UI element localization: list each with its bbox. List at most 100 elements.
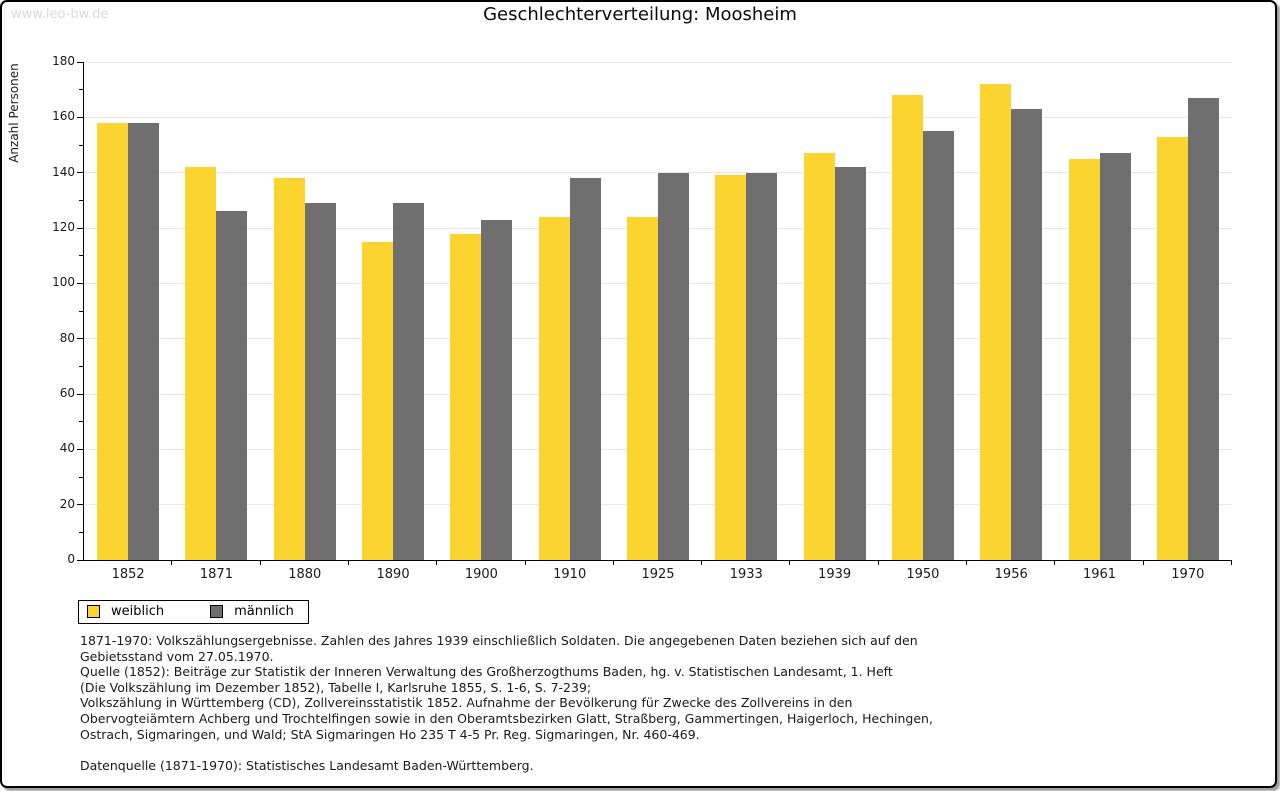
bar-männlich-1890 — [393, 203, 425, 560]
y-tick-label-40: 40 — [59, 441, 75, 456]
x-tick-1 — [171, 561, 173, 565]
bar-group-1950 — [879, 62, 967, 560]
x-tick-3 — [347, 561, 349, 565]
bar-weiblich-1939 — [803, 153, 835, 560]
x-tick-label-1933: 1933 — [729, 567, 763, 582]
bar-weiblich-1950 — [891, 95, 923, 560]
x-tick-label-1900: 1900 — [464, 567, 498, 582]
y-minor-tick-30 — [79, 476, 83, 478]
bar-weiblich-1880 — [273, 178, 305, 560]
y-minor-tick-50 — [79, 421, 83, 423]
y-minor-tick-130 — [79, 199, 83, 201]
y-tick-20 — [77, 504, 83, 506]
bar-group-1956 — [967, 62, 1055, 560]
x-tick-12 — [1142, 561, 1144, 565]
bar-group-1880 — [261, 62, 349, 560]
bar-männlich-1871 — [216, 211, 248, 560]
x-tick-label-1956: 1956 — [994, 567, 1028, 582]
legend-item-weiblich: weiblich — [87, 604, 164, 619]
watermark: www.leo-bw.de — [11, 7, 109, 22]
bar-group-1900 — [437, 62, 525, 560]
y-tick-180 — [77, 61, 83, 63]
bar-männlich-1910 — [569, 178, 601, 560]
y-tick-label-180: 180 — [52, 54, 75, 68]
x-tick-2 — [259, 561, 261, 565]
chart-title: Geschlechterverteilung: Moosheim — [483, 4, 797, 25]
y-tick-160 — [77, 116, 83, 118]
y-tick-100 — [77, 282, 83, 284]
x-tick-label-1961: 1961 — [1082, 567, 1117, 582]
legend-label-maennlich: männlich — [234, 604, 294, 619]
bar-group-1933 — [702, 62, 790, 560]
x-tick-8 — [789, 561, 791, 565]
x-tick-10 — [966, 561, 968, 565]
x-tick-5 — [524, 561, 526, 565]
bar-group-1961 — [1055, 62, 1143, 560]
bar-männlich-1880 — [304, 203, 336, 560]
bar-group-1925 — [614, 62, 702, 560]
bar-group-1852 — [84, 62, 172, 560]
bar-weiblich-1970 — [1156, 136, 1188, 560]
y-tick-0 — [77, 559, 83, 561]
bar-weiblich-1961 — [1068, 158, 1100, 560]
bar-männlich-1925 — [657, 172, 689, 560]
bar-weiblich-1871 — [185, 167, 217, 560]
y-tick-80 — [77, 338, 83, 340]
x-tick-label-1950: 1950 — [906, 567, 940, 582]
bar-männlich-1900 — [481, 219, 513, 560]
bar-group-1871 — [172, 62, 260, 560]
x-tick-9 — [877, 561, 879, 565]
plot-area: 0 20 40 60 80 100 120 140 160 180 1852 1871 1880 1890… — [52, 54, 1232, 582]
bar-group-1970 — [1144, 62, 1232, 560]
y-tick-60 — [77, 393, 83, 395]
x-tick-7 — [701, 561, 703, 565]
y-tick-label-140: 140 — [52, 164, 75, 179]
bar-männlich-1956 — [1011, 109, 1043, 560]
bar-weiblich-1910 — [538, 216, 570, 560]
maennlich-swatch-icon — [210, 605, 224, 618]
bar-group-1910 — [526, 62, 614, 560]
gridline-180 — [84, 61, 1232, 63]
bar-weiblich-1900 — [450, 233, 482, 560]
x-tick-label-1890: 1890 — [376, 567, 410, 582]
y-minor-tick-150 — [79, 144, 83, 146]
bar-männlich-1933 — [746, 172, 778, 560]
y-minor-tick-170 — [79, 89, 83, 91]
weiblich-swatch-icon — [87, 605, 100, 618]
legend-label-weiblich: weiblich — [111, 604, 165, 619]
x-tick-label-1939: 1939 — [818, 567, 852, 582]
legend: weiblich männlich — [78, 600, 309, 624]
y-tick-140 — [77, 172, 83, 174]
bar-männlich-1939 — [834, 167, 866, 560]
bar-männlich-1950 — [922, 131, 954, 560]
bar-weiblich-1933 — [715, 175, 747, 560]
gridline-160 — [84, 116, 1232, 118]
x-tick-6 — [612, 561, 614, 565]
bar-männlich-1961 — [1099, 153, 1131, 560]
x-tick-label-1852: 1852 — [111, 567, 145, 582]
bar-group-1939 — [790, 62, 878, 560]
x-tick-label-1970: 1970 — [1171, 567, 1205, 582]
y-minor-tick-10 — [79, 531, 83, 533]
bar-weiblich-1956 — [980, 84, 1012, 560]
x-tick-label-1910: 1910 — [553, 567, 587, 582]
bar-weiblich-1890 — [362, 241, 394, 560]
y-tick-label-160: 160 — [52, 109, 75, 124]
y-tick-label-20: 20 — [59, 496, 75, 511]
y-tick-label-120: 120 — [52, 220, 75, 234]
y-minor-tick-90 — [79, 310, 83, 312]
bar-männlich-1852 — [128, 122, 160, 560]
y-axis-title: Anzahl Personen — [7, 63, 21, 163]
gridline-140 — [84, 172, 1232, 174]
source-notes: 1871-1970: Volkszählungsergebnisse. Zahl… — [80, 633, 933, 773]
x-tick-label-1925: 1925 — [641, 567, 675, 582]
y-tick-label-60: 60 — [59, 386, 75, 400]
bar-group-1890 — [349, 62, 437, 560]
y-tick-label-100: 100 — [52, 275, 75, 290]
y-minor-tick-110 — [79, 255, 83, 257]
bar-weiblich-1852 — [97, 122, 129, 560]
bar-weiblich-1925 — [626, 216, 658, 560]
y-tick-120 — [77, 227, 83, 229]
x-tick-4 — [436, 561, 438, 565]
y-tick-label-80: 80 — [59, 330, 75, 345]
